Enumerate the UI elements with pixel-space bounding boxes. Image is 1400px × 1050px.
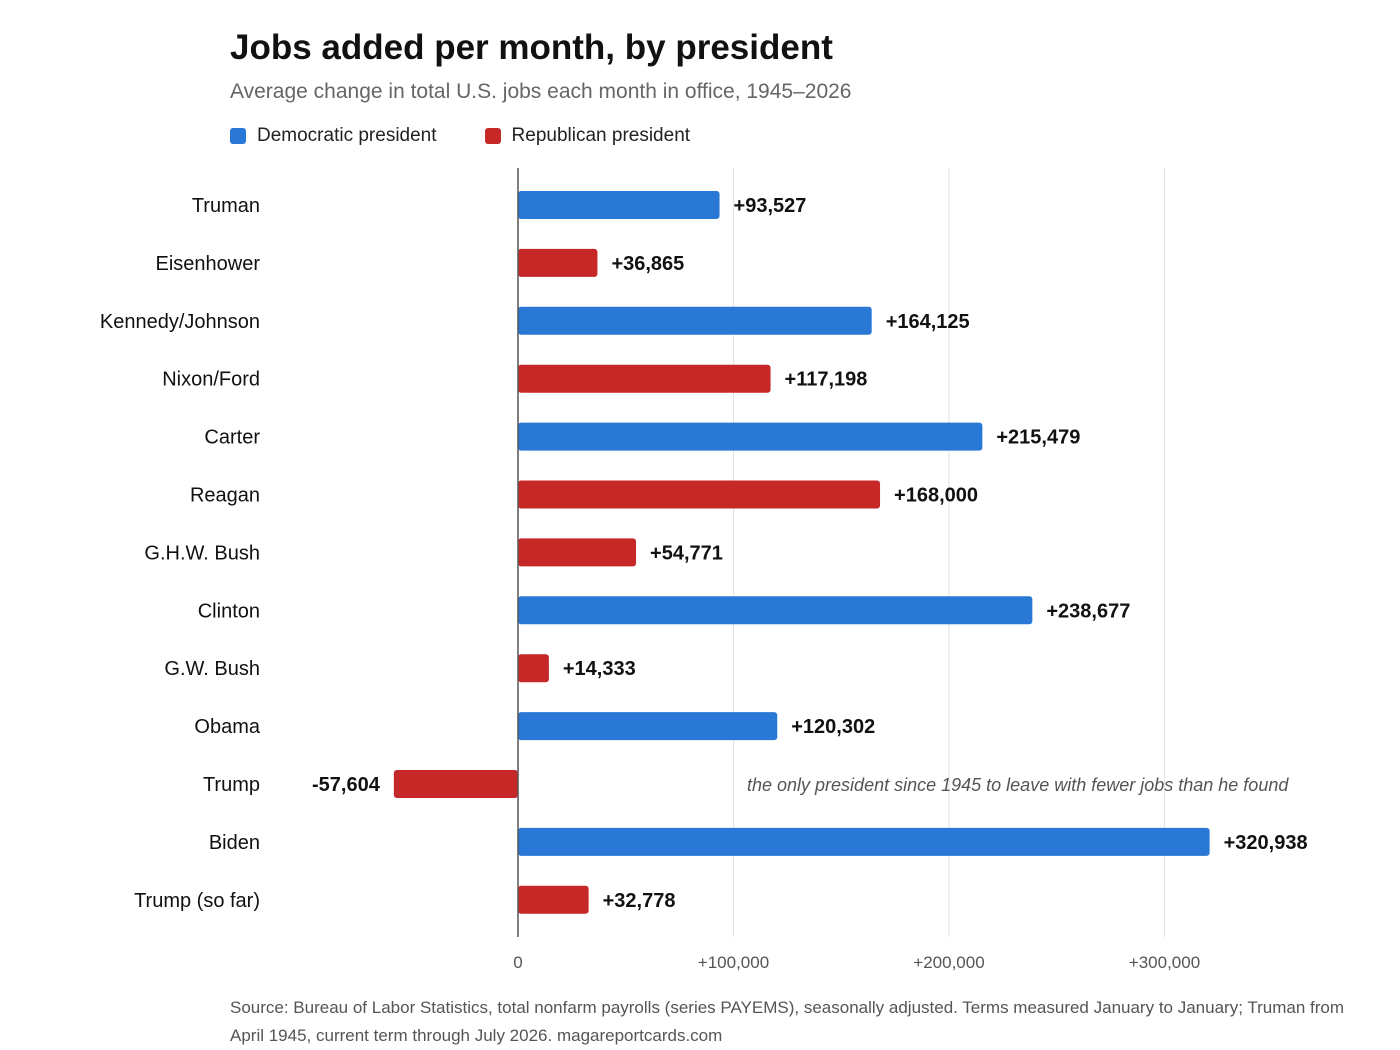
legend-label-republican: Republican president: [511, 125, 691, 146]
category-label: Eisenhower: [155, 253, 260, 275]
bar: [518, 306, 872, 335]
x-tick-label: +300,000: [1129, 953, 1200, 972]
category-label: Obama: [194, 716, 260, 738]
data-label: +320,938: [1224, 832, 1308, 854]
x-tick-label: +200,000: [913, 953, 984, 972]
data-label: -57,604: [312, 774, 381, 796]
bar: [393, 770, 518, 798]
category-label: Reagan: [190, 485, 260, 507]
category-label: Clinton: [198, 600, 260, 622]
bar: [518, 422, 983, 451]
data-label: +215,479: [996, 427, 1080, 449]
legend-label-democratic: Democratic president: [257, 125, 437, 146]
bar: [518, 885, 589, 914]
category-label: Kennedy/Johnson: [100, 311, 260, 333]
category-label: Trump (so far): [134, 890, 260, 912]
bar: [518, 712, 778, 741]
data-label: +32,778: [603, 890, 676, 912]
source-note: Source: Bureau of Labor Statistics, tota…: [230, 998, 1344, 1045]
data-label: +164,125: [886, 311, 970, 333]
data-label: +168,000: [894, 485, 978, 507]
data-label: +36,865: [611, 253, 684, 275]
x-tick-label: 0: [513, 953, 522, 972]
data-label: +120,302: [791, 716, 875, 738]
bar: [518, 191, 720, 219]
category-label: Carter: [204, 427, 260, 449]
data-label: +54,771: [650, 542, 723, 564]
chart-legend: Democratic president Republican presiden…: [230, 124, 738, 148]
category-label: G.H.W. Bush: [144, 542, 260, 564]
category-label: Trump: [203, 774, 260, 796]
chart-subtitle: Average change in total U.S. jobs each m…: [230, 80, 852, 103]
legend-item-republican: Republican president: [484, 125, 691, 147]
data-label: +238,677: [1046, 600, 1130, 622]
bar: [518, 538, 637, 567]
x-tick-label: +100,000: [698, 953, 769, 972]
legend-swatch-republican: [484, 128, 501, 144]
data-label: +14,333: [563, 658, 636, 680]
bar: [518, 654, 549, 683]
data-label: +93,527: [734, 195, 807, 217]
bar: [518, 827, 1210, 856]
bar: [518, 248, 598, 277]
legend-swatch-democratic: [230, 128, 246, 144]
annotation: the only president since 1945 to leave w…: [747, 775, 1289, 795]
bar: [518, 480, 881, 509]
bar: [518, 364, 771, 393]
category-label: Nixon/Ford: [162, 369, 260, 391]
data-label: +117,198: [785, 369, 868, 391]
category-label: G.W. Bush: [164, 658, 260, 680]
category-label: Biden: [209, 832, 260, 854]
bar: [518, 596, 1033, 625]
category-label: Truman: [192, 195, 260, 217]
legend-item-democratic: Democratic president: [230, 125, 437, 147]
chart-title: Jobs added per month, by president: [230, 28, 833, 67]
